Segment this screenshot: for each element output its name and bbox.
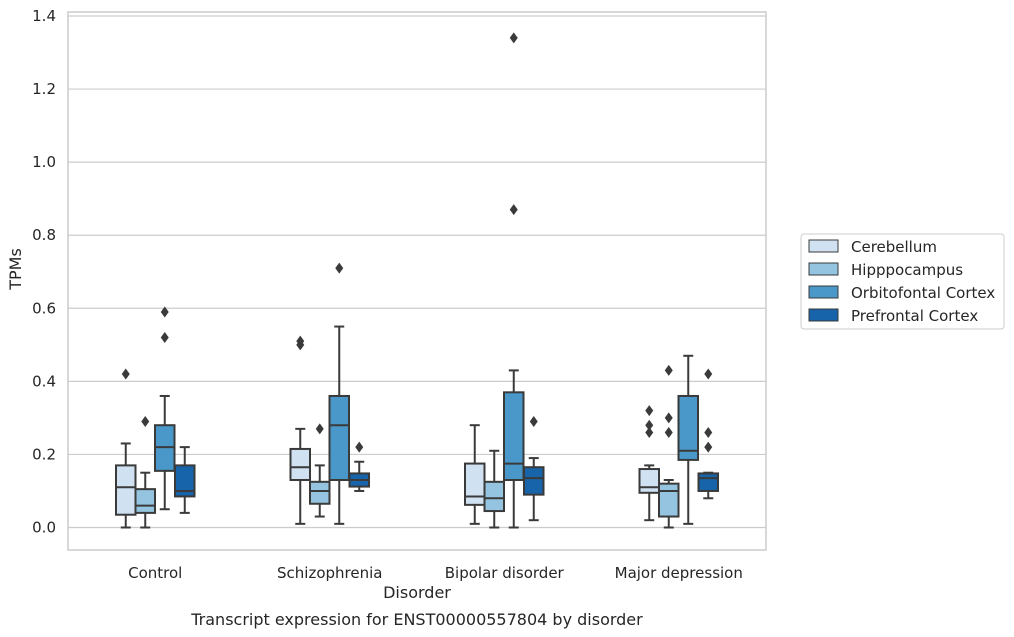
outlier-point bbox=[704, 441, 713, 453]
box-prefrontal-cortex bbox=[523, 416, 545, 522]
outlier-point bbox=[355, 441, 364, 453]
box-cerebellum bbox=[464, 424, 486, 525]
outlier-point bbox=[704, 427, 713, 439]
legend-label: Prefrontal Cortex bbox=[851, 307, 978, 325]
outlier-point bbox=[645, 419, 654, 431]
plot-area bbox=[67, 11, 767, 551]
outlier-point bbox=[664, 412, 673, 424]
box-body bbox=[503, 391, 525, 482]
box-hipppocampus bbox=[134, 416, 156, 529]
box-prefrontal-cortex bbox=[348, 441, 370, 492]
outlier-point bbox=[704, 368, 713, 380]
outlier-point bbox=[315, 423, 324, 435]
box-orbitofontal-cortex bbox=[503, 32, 525, 529]
box-body bbox=[697, 472, 719, 492]
y-tick-label: 1.2 bbox=[32, 80, 56, 98]
y-tick-label: 0.6 bbox=[32, 299, 56, 317]
box-cerebellum bbox=[115, 368, 137, 529]
y-tick-label: 1.4 bbox=[32, 7, 56, 25]
outlier-point bbox=[529, 416, 538, 428]
box-cerebellum bbox=[638, 405, 660, 522]
outlier-point bbox=[509, 204, 518, 216]
box-orbitofontal-cortex bbox=[328, 262, 350, 525]
legend-swatch bbox=[808, 285, 839, 299]
box-body bbox=[134, 488, 156, 514]
box-body bbox=[638, 468, 660, 494]
outlier-point bbox=[160, 306, 169, 318]
box-prefrontal-cortex bbox=[697, 368, 719, 500]
y-axis-ticks: 0.0 0.2 0.4 0.6 0.8 1.0 1.2 1.4 bbox=[32, 7, 56, 537]
outlier-point bbox=[664, 427, 673, 439]
x-tick-label: Bipolar disorder bbox=[445, 564, 565, 582]
box-cerebellum bbox=[289, 335, 311, 525]
box-body bbox=[677, 394, 699, 461]
outlier-point bbox=[141, 416, 150, 428]
legend-swatch bbox=[808, 262, 839, 276]
y-tick-label: 0.2 bbox=[32, 445, 56, 463]
legend-label: Orbitofontal Cortex bbox=[851, 284, 995, 302]
boxes bbox=[115, 32, 719, 529]
box-prefrontal-cortex bbox=[174, 446, 196, 514]
y-tick-label: 0.8 bbox=[32, 226, 56, 244]
x-axis-ticks: Control Schizophrenia Bipolar disorder Majo… bbox=[128, 564, 743, 582]
x-tick-label: Schizophrenia bbox=[277, 564, 382, 582]
legend-label: Hipppocampus bbox=[851, 261, 963, 279]
box-body bbox=[523, 466, 545, 496]
box-body bbox=[174, 464, 196, 498]
y-tick-label: 0.0 bbox=[32, 519, 56, 537]
legend-label: Cerebellum bbox=[851, 238, 937, 256]
x-tick-label: Control bbox=[128, 564, 182, 582]
x-axis-label: Disorder bbox=[383, 583, 451, 602]
legend-swatch bbox=[808, 308, 839, 322]
box-orbitofontal-cortex bbox=[677, 354, 699, 525]
chart-caption: Transcript expression for ENST0000055780… bbox=[190, 610, 643, 629]
box-hipppocampus bbox=[483, 449, 505, 529]
box-body bbox=[115, 464, 137, 516]
box-body bbox=[328, 394, 350, 482]
outlier-point bbox=[160, 332, 169, 344]
legend-frame bbox=[800, 233, 1005, 330]
box-body bbox=[658, 482, 680, 518]
box-body bbox=[464, 462, 486, 506]
x-tick-label: Major depression bbox=[615, 564, 743, 582]
box-hipppocampus bbox=[309, 423, 331, 518]
outlier-point bbox=[645, 405, 654, 417]
box-hipppocampus bbox=[658, 364, 680, 529]
box-body bbox=[309, 480, 331, 505]
outlier-point bbox=[335, 262, 344, 274]
y-tick-label: 0.4 bbox=[32, 372, 56, 390]
legend: Cerebellum Hipppocampus Orbitofontal Corte… bbox=[800, 233, 1005, 330]
outlier-point bbox=[645, 427, 654, 439]
legend-swatch bbox=[808, 239, 839, 253]
outlier-point bbox=[509, 32, 518, 44]
box-body bbox=[483, 480, 505, 513]
outlier-point bbox=[121, 368, 130, 380]
y-axis-label: TPMs bbox=[6, 248, 25, 291]
box-orbitofontal-cortex bbox=[154, 306, 176, 511]
y-tick-label: 1.0 bbox=[32, 153, 56, 171]
outlier-point bbox=[296, 335, 305, 347]
outlier-point bbox=[664, 364, 673, 376]
box-body bbox=[289, 447, 311, 482]
